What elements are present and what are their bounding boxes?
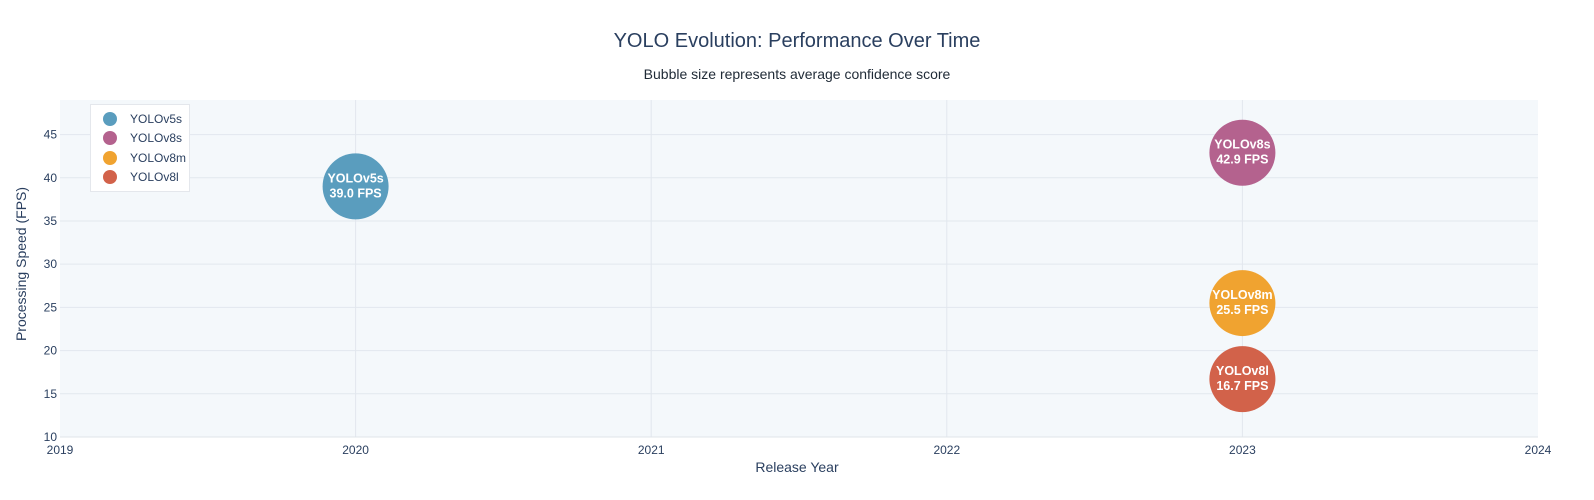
bubble-label-name: YOLOv5s — [327, 171, 383, 185]
y-tick-label: 45 — [44, 128, 58, 142]
bubble-marker — [1209, 119, 1276, 186]
y-tick-label: 20 — [44, 344, 58, 358]
legend-item[interactable]: YOLOv5s — [91, 109, 189, 129]
x-axis-title: Release Year — [755, 459, 839, 475]
legend-label: YOLOv8l — [130, 170, 179, 185]
legend-label: YOLOv8m — [130, 150, 187, 165]
bubble-marker — [1209, 270, 1276, 337]
bubble-label-name: YOLOv8l — [1216, 364, 1269, 378]
chart-title: YOLO Evolution: Performance Over Time — [613, 30, 981, 52]
bubble-label-value: 16.7 FPS — [1216, 379, 1268, 393]
y-tick-label: 30 — [44, 257, 58, 271]
legend-swatch-icon — [103, 150, 117, 165]
bubble-label-value: 42.9 FPS — [1216, 153, 1268, 167]
legend-label: YOLOv8s — [130, 131, 183, 146]
y-tick-label: 40 — [44, 171, 58, 185]
plot-area — [60, 100, 1538, 437]
legend-swatch-icon — [103, 170, 117, 185]
chart-subtitle: Bubble size represents average confidenc… — [643, 66, 951, 82]
bubble-marker — [1209, 346, 1276, 413]
legend: YOLOv5s YOLOv8s YOLOv8m YOLOv8l — [90, 104, 190, 192]
y-tick-label: 35 — [44, 214, 58, 228]
y-tick-label: 10 — [44, 430, 58, 444]
bubble-label-value: 25.5 FPS — [1216, 303, 1268, 317]
y-tick-label: 15 — [44, 387, 58, 401]
tick-layer: 2019 2020 2021 2022 2023 2024 10 15 20 25 30 35 40 45 — [44, 128, 1552, 457]
legend-swatch-icon — [103, 131, 117, 146]
y-tick-label: 25 — [44, 300, 58, 314]
x-tick-label: 2022 — [933, 443, 960, 457]
legend-item[interactable]: YOLOv8m — [91, 148, 189, 168]
x-tick-label: 2024 — [1525, 443, 1552, 457]
grid-layer — [60, 100, 1538, 438]
legend-swatch-icon — [103, 111, 117, 126]
x-tick-label: 2019 — [47, 443, 74, 457]
bubble-marker — [322, 153, 389, 220]
y-axis-title: Processing Speed (FPS) — [13, 186, 29, 342]
bubble-label-value: 39.0 FPS — [330, 186, 382, 200]
legend-item[interactable]: YOLOv8l — [91, 168, 189, 188]
bubble-label-name: YOLOv8m — [1212, 288, 1272, 302]
x-tick-label: 2023 — [1229, 443, 1256, 457]
x-tick-label: 2021 — [638, 443, 665, 457]
bubble-label-name: YOLOv8s — [1214, 138, 1270, 152]
legend-item[interactable]: YOLOv8s — [91, 129, 189, 149]
legend-label: YOLOv5s — [130, 111, 183, 126]
x-tick-label: 2020 — [342, 443, 369, 457]
